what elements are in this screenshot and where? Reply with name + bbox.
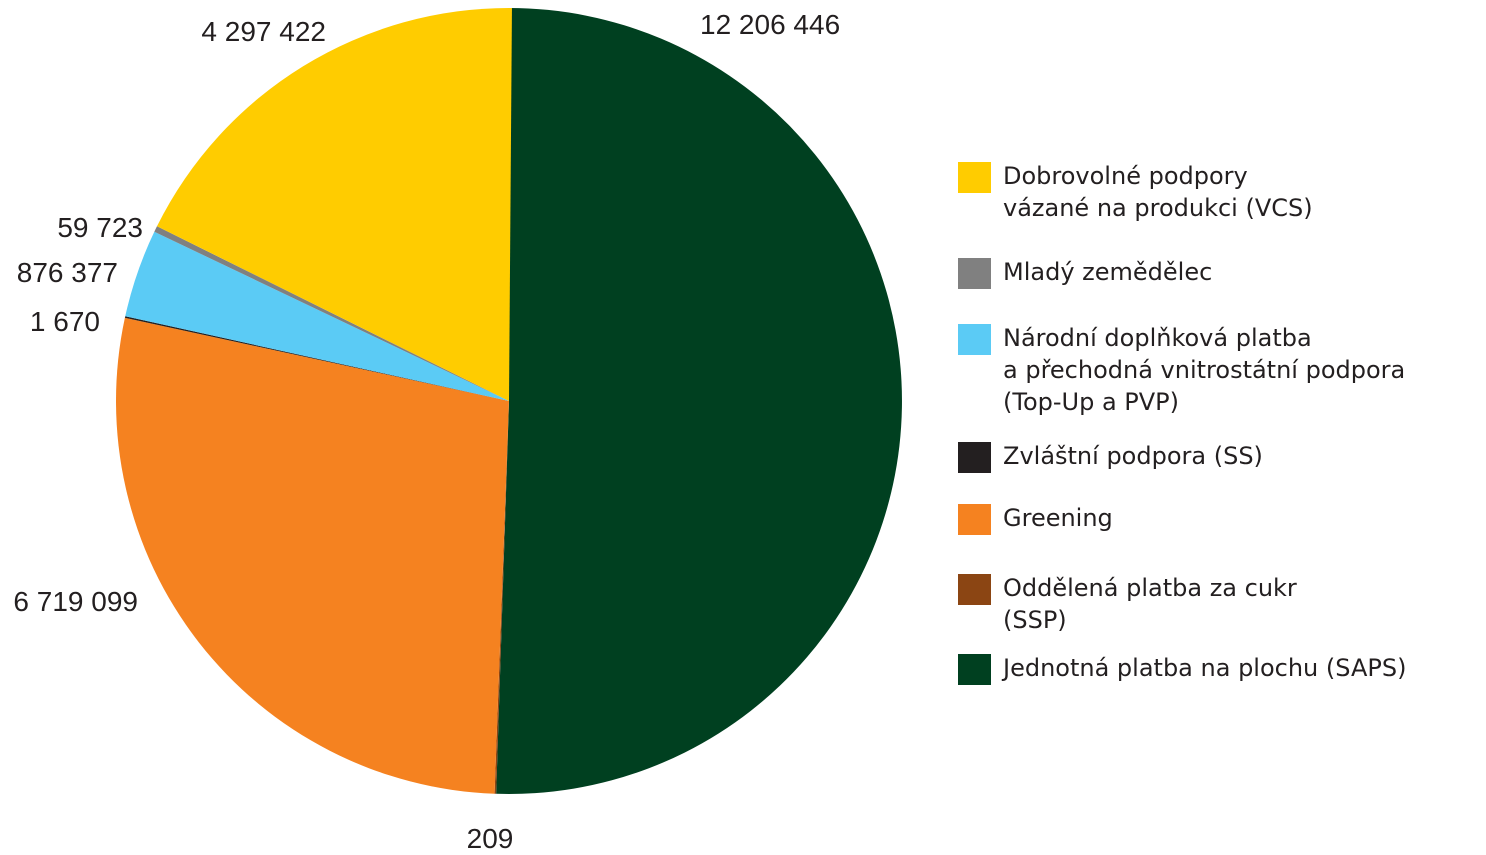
- legend-label-4: Greening: [1003, 504, 1113, 532]
- value-labels: 12 206 446 209 6 719 099 1 670 876 377 59 723…: [13, 9, 840, 854]
- legend-swatch-0: [958, 162, 991, 193]
- legend-swatch-5: [958, 574, 991, 605]
- legend-item-3: Zvláštní podpora (SS): [958, 440, 1263, 473]
- value-label-4: 876 377: [17, 257, 118, 288]
- pie-slice-0: [496, 8, 902, 794]
- legend-item-1: Mladý zemědělec: [958, 256, 1212, 289]
- pie-slice-6: [156, 7, 512, 401]
- value-label-6: 4 297 422: [201, 16, 326, 47]
- value-label-3: 1 670: [30, 306, 100, 337]
- legend-swatch-1: [958, 258, 991, 289]
- legend-swatch-6: [958, 654, 991, 685]
- pie-slices: [116, 7, 902, 794]
- value-label-0: 12 206 446: [700, 9, 840, 40]
- pie-slice-5: [154, 226, 509, 401]
- legend-swatch-2: [958, 324, 991, 355]
- legend-item-5: Oddělená platba za cukr (SSP): [958, 572, 1297, 636]
- value-label-2: 6 719 099: [13, 586, 138, 617]
- legend-item-2: Národní doplňková platba a přechodná vni…: [958, 322, 1405, 418]
- pie-slice-3: [124, 316, 509, 401]
- pie-slice-1: [494, 401, 509, 794]
- legend-item-4: Greening: [958, 502, 1113, 535]
- pie-slice-4: [125, 231, 510, 401]
- legend-label-0: Dobrovolné podpory vázané na produkci (V…: [1003, 162, 1313, 222]
- legend-label-6: Jednotná platba na plochu (SAPS): [1003, 654, 1407, 682]
- value-label-5: 59 723: [57, 212, 143, 243]
- value-label-1: 209: [467, 823, 514, 854]
- legend-label-2: Národní doplňková platba a přechodná vni…: [1003, 324, 1406, 416]
- legend-label-1: Mladý zemědělec: [1003, 258, 1213, 286]
- legend-swatch-4: [958, 504, 991, 535]
- legend-swatch-3: [958, 442, 991, 473]
- legend-item-0: Dobrovolné podpory vázané na produkci (V…: [958, 160, 1313, 224]
- legend-label-5: Oddělená platba za cukr (SSP): [1003, 574, 1297, 634]
- pie-slice-2: [116, 317, 510, 794]
- legend-item-6: Jednotná platba na plochu (SAPS): [958, 652, 1406, 685]
- legend-label-3: Zvláštní podpora (SS): [1003, 442, 1263, 470]
